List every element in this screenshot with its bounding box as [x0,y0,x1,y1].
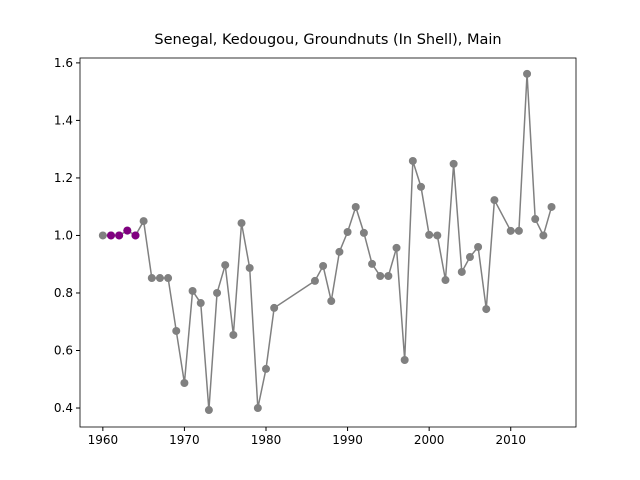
data-point [335,247,344,256]
data-point [490,196,499,205]
x-tick-label: 1990 [332,433,363,447]
data-point [164,274,173,283]
data-point [188,286,197,295]
data-point [327,297,336,306]
data-point [368,259,377,268]
data-point [539,231,548,240]
data-point [262,364,270,373]
series-line [102,73,553,411]
data-point [270,303,279,312]
data-point [343,228,352,237]
data-point [172,326,181,335]
y-tick-label: 0.8 [54,286,73,300]
data-point [531,215,540,224]
data-point [449,159,458,168]
data-point [310,276,319,285]
data-point [237,219,246,228]
data-point [115,231,124,240]
data-point [123,226,132,235]
data-point [384,272,393,281]
data-point [408,156,417,165]
y-tick-label: 1.6 [54,56,73,70]
data-point [514,226,523,235]
data-point [425,230,434,239]
data-point [359,228,368,237]
x-tick-label: 1960 [88,433,119,447]
data-point [433,231,442,240]
data-point [376,272,385,281]
plot-frame [79,57,577,428]
x-tick-label: 2010 [495,433,526,447]
data-point [506,226,515,235]
data-point [319,261,328,270]
data-point [474,242,483,251]
data-point [196,299,205,308]
data-point [147,274,156,283]
y-tick-label: 1.4 [54,113,73,127]
y-tick-label: 1.2 [54,171,73,185]
x-tick-label: 2000 [414,433,445,447]
data-point [221,261,230,270]
data-point [213,288,222,297]
data-point [98,231,107,240]
data-point [351,202,360,211]
data-point [253,404,262,413]
data-point [229,330,238,339]
data-point [107,231,115,240]
data-point [131,231,140,240]
data-point [245,263,254,272]
chart-title: Senegal, Kedougou, Groundnuts (In Shell)… [154,32,501,48]
data-point [180,378,189,387]
x-tick-label: 1970 [169,433,200,447]
data-point [392,243,401,252]
data-point [139,217,148,226]
data-point [547,202,556,211]
data-point [155,274,164,283]
x-tick-label: 1980 [251,433,282,447]
data-point [400,355,409,364]
data-point [441,276,450,285]
data-point [457,267,466,276]
y-tick-label: 0.4 [54,401,73,415]
data-point [204,406,213,415]
data-point [482,305,491,314]
data-point [465,253,474,262]
y-tick-label: 0.6 [54,343,73,357]
data-point [417,182,425,191]
data-point [523,69,532,78]
y-tick-label: 1.0 [54,228,73,242]
